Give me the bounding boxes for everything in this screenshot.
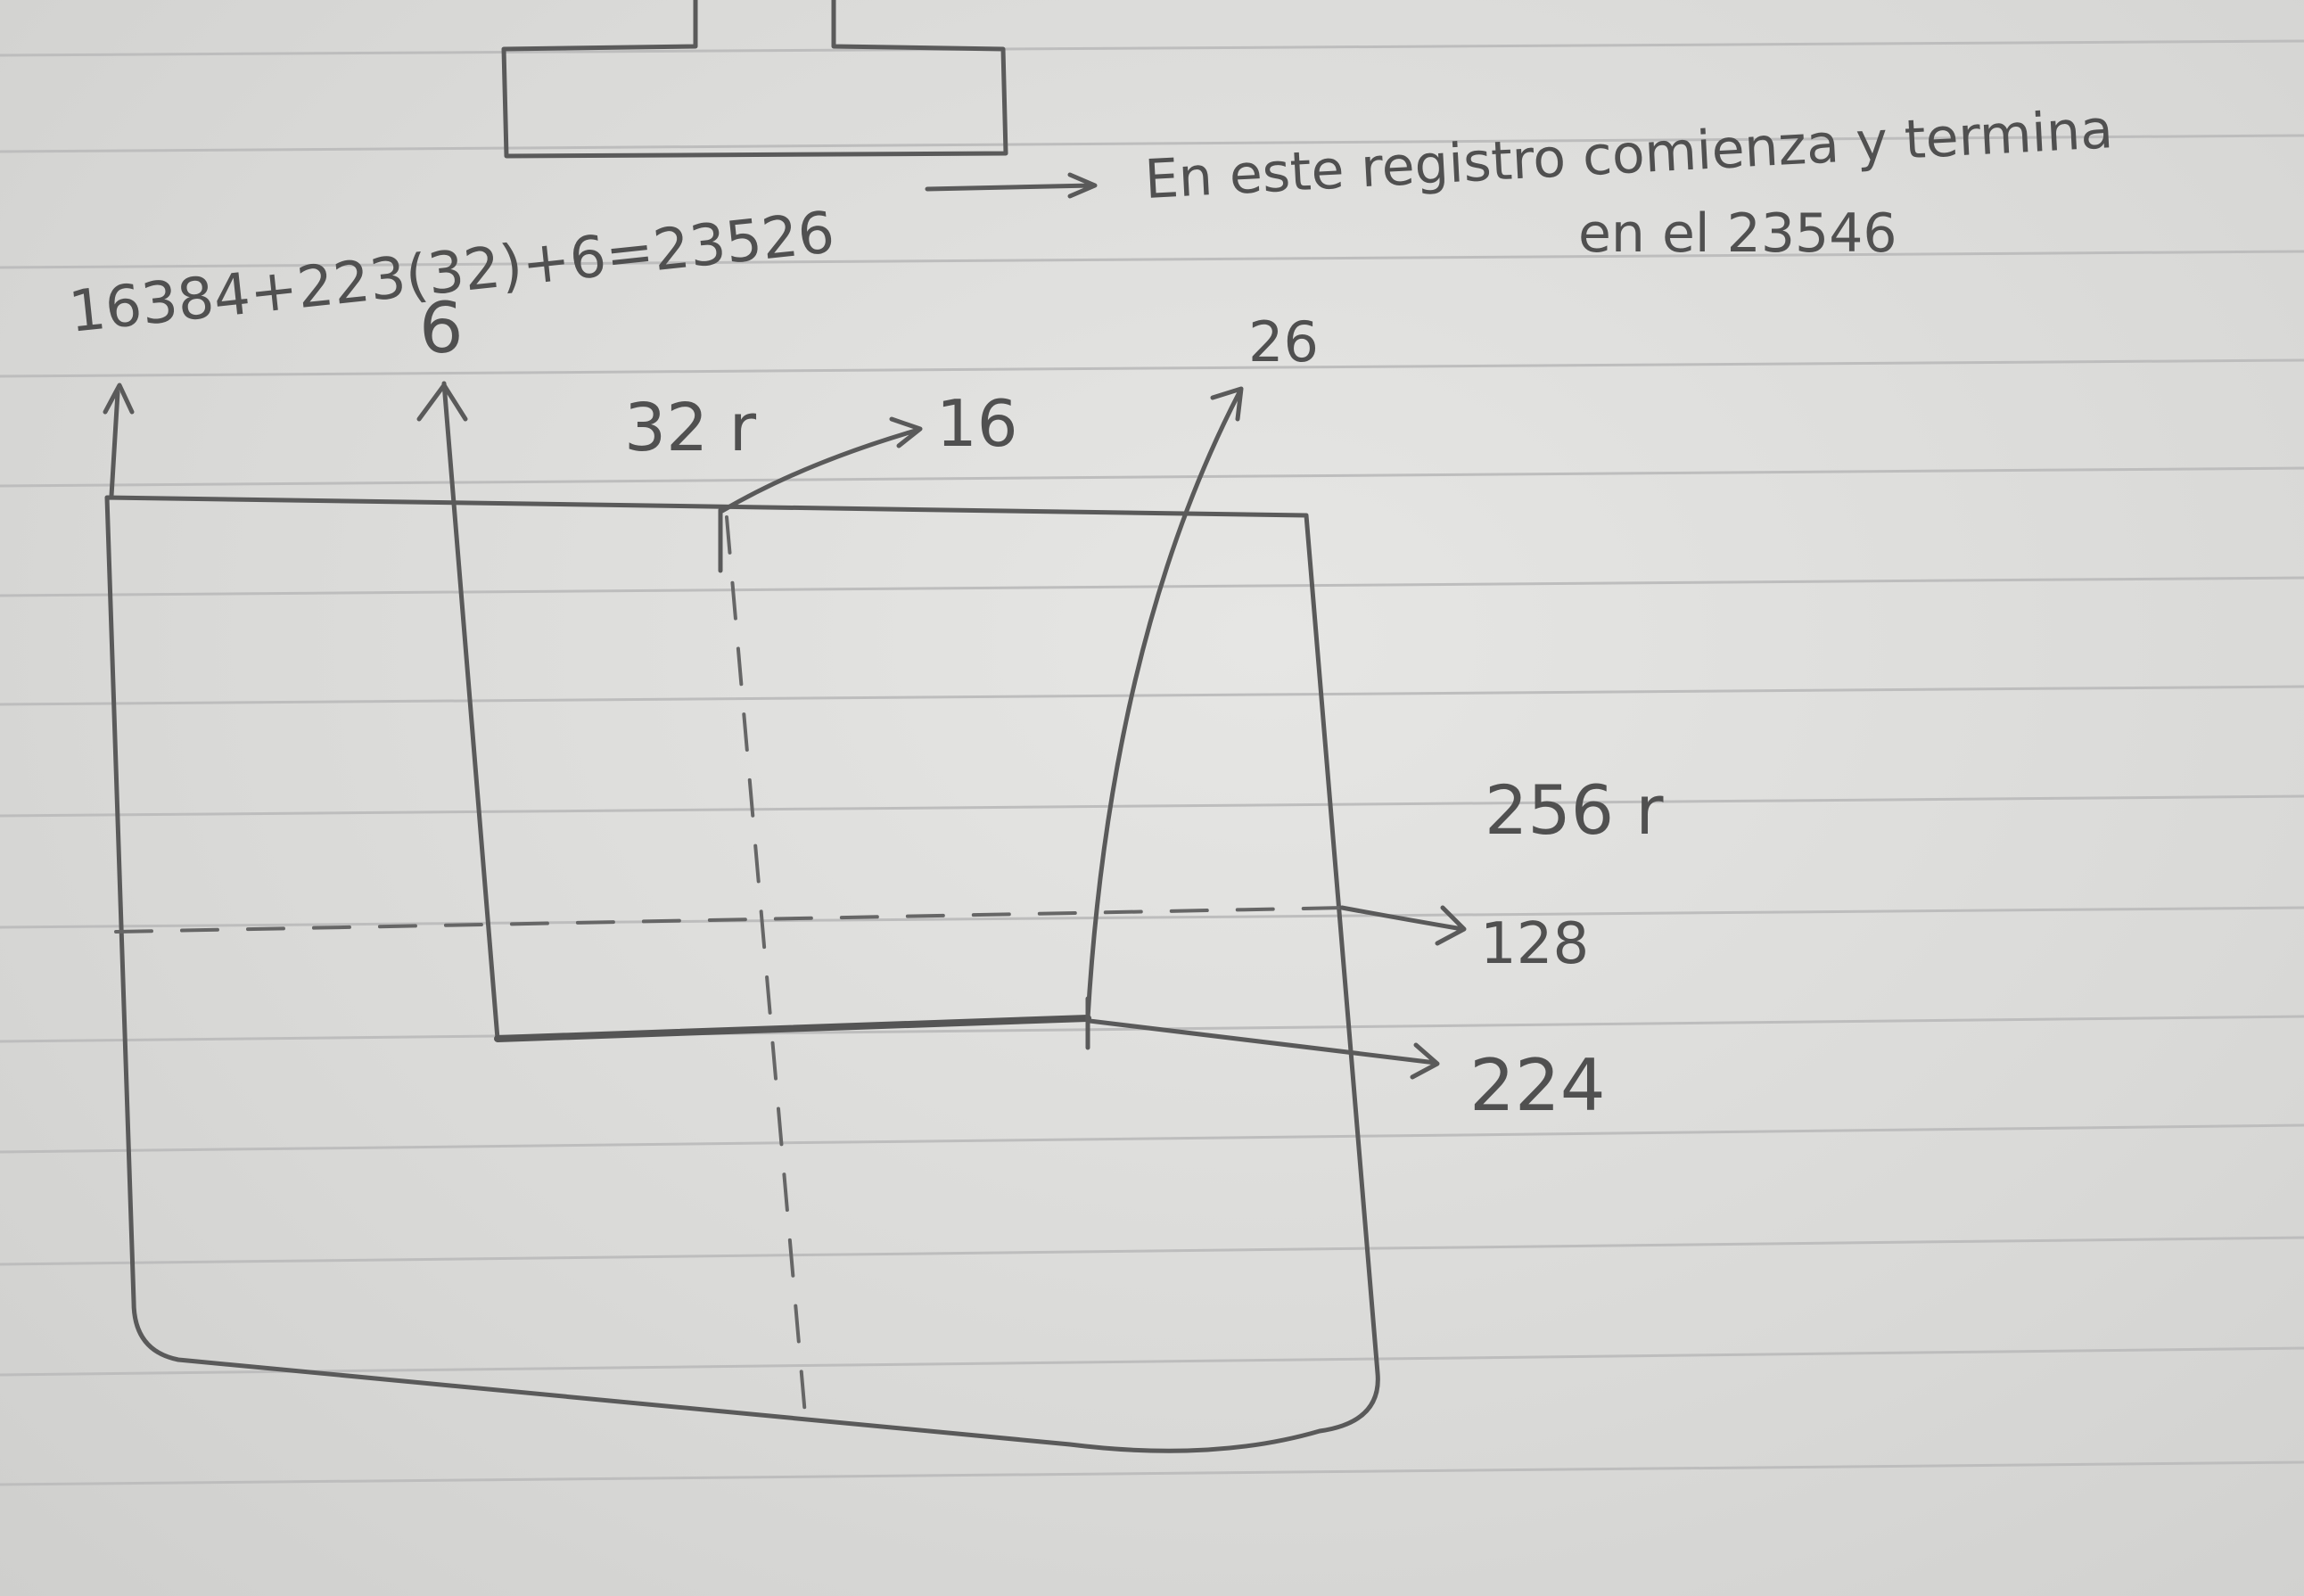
ruled-lines bbox=[0, 39, 2304, 1486]
inner-left-arrow bbox=[416, 383, 468, 422]
note-line-1: En este registro comienza y termina bbox=[1143, 98, 2114, 211]
inner-block-right-edge bbox=[1085, 390, 1242, 1050]
offset-right-label: 26 bbox=[1248, 309, 1319, 374]
half-total-dashed-line bbox=[114, 906, 1348, 934]
center-dashed-line bbox=[725, 515, 809, 1437]
total-size-label: 256 r bbox=[1485, 770, 1664, 850]
offset-left-label: 6 bbox=[419, 289, 464, 369]
inner-block-bottom-edge bbox=[494, 1015, 1091, 1042]
end-value-label: 224 bbox=[1469, 1044, 1606, 1127]
half-total-arrow bbox=[1339, 905, 1467, 946]
inner-right-arrow bbox=[1210, 386, 1244, 422]
top-block-shape bbox=[501, 0, 1008, 159]
outer-left-arrow bbox=[103, 383, 135, 498]
end-value-arrow bbox=[1087, 1018, 1440, 1080]
note-line-2: en el 23546 bbox=[1578, 202, 1897, 265]
half-block-label: 16 bbox=[936, 386, 1018, 461]
inner-block-left-edge bbox=[441, 381, 500, 1041]
half-total-label: 128 bbox=[1480, 911, 1589, 977]
outer-block-shape bbox=[104, 495, 1380, 1453]
half-block-arrow bbox=[720, 416, 923, 514]
formula-arrow bbox=[925, 172, 1098, 199]
block-size-label: 32 r bbox=[624, 390, 757, 466]
